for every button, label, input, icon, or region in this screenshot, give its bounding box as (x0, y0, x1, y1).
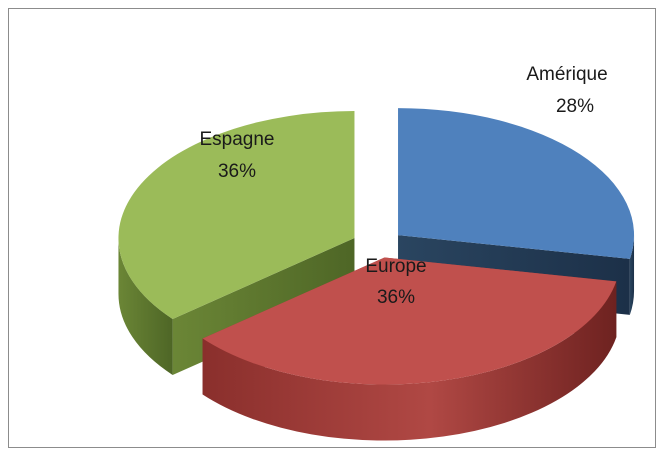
slice-label-name-1: Europe (365, 256, 426, 277)
slices-layer (118, 108, 635, 441)
pie-slice-top-2 (118, 111, 355, 319)
slice-label-name-0: Amérique (526, 64, 607, 85)
slice-label-value-2: 36% (218, 161, 256, 182)
pie-slice-side-1-0 (202, 281, 617, 441)
pie-slice-side-2-0 (118, 238, 173, 375)
pie-slice-top-1 (202, 257, 617, 385)
pie-slice-1 (202, 257, 617, 441)
slice-label-value-0: 28% (556, 96, 594, 117)
slice-label-value-1: 36% (377, 287, 415, 308)
pie-slice-top-0 (398, 108, 635, 259)
slice-label-name-2: Espagne (199, 129, 274, 150)
pie-slice-side-0-0 (629, 235, 635, 315)
labels-layer: Amérique 28% Europe 36% Espagne 36% (199, 64, 607, 308)
